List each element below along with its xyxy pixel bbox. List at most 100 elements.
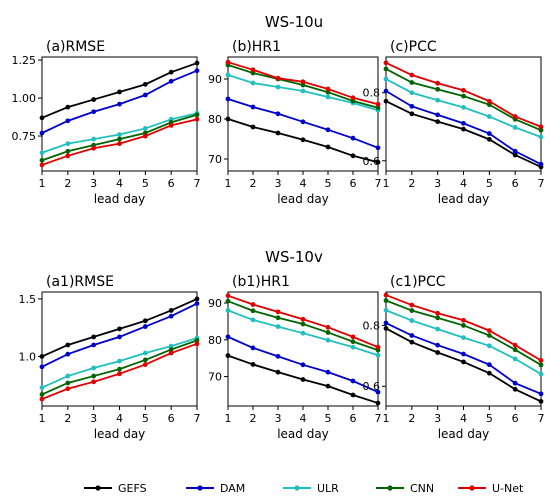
row-title-top: WS-10u [265,13,323,31]
x-tick-label: 7 [194,177,201,190]
data-point [300,330,306,336]
legend-label: U-Net [492,482,524,495]
x-tick-label: 3 [90,177,97,190]
data-point [91,136,97,142]
data-point [91,342,97,348]
legend-marker [294,485,300,491]
x-tick-label: 4 [460,177,467,190]
x-tick-label: 7 [375,177,382,190]
series-group [39,296,200,402]
data-point [142,81,148,87]
legend-label: CNN [410,482,434,495]
y-tick-label: 0.6 [363,155,381,168]
panel-5: (b1)HR1 1 2 3 4 5 6 7 lead day 70 80 90 [208,274,382,441]
data-point [435,342,441,348]
data-point [383,326,389,331]
series-group [383,292,544,404]
data-point [300,88,306,94]
data-point [168,69,174,75]
data-point [409,103,415,109]
x-tick-label: 4 [460,412,467,425]
data-point [325,383,331,389]
x-tick-label: 7 [194,412,201,425]
data-point [409,302,415,308]
data-point [142,324,148,329]
data-point [409,333,415,338]
data-point [375,145,381,151]
data-point [39,150,45,156]
data-point [250,317,256,323]
x-tick-label: 5 [486,177,493,190]
data-point [538,134,544,140]
data-point [383,307,389,313]
data-point [250,104,256,110]
data-point [39,157,45,163]
data-point [383,76,389,82]
data-point [39,162,45,168]
data-point [538,127,544,133]
data-point [142,318,148,324]
y-tick-label: 0.75 [12,130,37,143]
data-point [512,386,518,392]
data-point [250,345,256,351]
panel-title: (b1)HR1 [232,274,290,290]
data-point [383,320,389,326]
y-tick-label: 90 [208,297,222,310]
data-point [142,92,148,98]
data-point [512,148,518,154]
data-point [325,127,331,133]
data-point [461,104,466,110]
x-tick-label: 1 [39,177,46,190]
data-point [325,369,331,375]
y-tick-label: 0.8 [363,87,381,100]
x-tick-label: 3 [434,177,441,190]
data-point [350,153,356,159]
data-point [461,359,466,365]
data-point [300,119,306,125]
data-point [39,115,45,121]
data-point [194,68,200,74]
panel-title: (c)PCC [390,39,437,55]
data-point [375,352,381,358]
data-point [142,362,148,367]
x-axis-label: lead day [438,427,490,441]
data-point [325,330,331,335]
row-title-bottom: WS-10v [265,248,323,266]
data-point [225,334,231,340]
data-point [275,324,281,329]
data-point [250,308,256,314]
data-point [91,379,97,385]
data-point [350,334,356,340]
data-point [225,96,231,102]
x-tick-label: 4 [116,412,123,425]
x-tick-label: 1 [383,177,390,190]
data-point [435,315,441,321]
data-point [383,292,389,298]
data-point [435,112,441,118]
data-point [350,378,356,384]
data-point [435,119,441,125]
data-point [65,118,71,124]
data-point [168,347,174,352]
data-point [486,102,492,108]
data-point [194,337,200,343]
data-point [538,161,544,167]
data-point [65,373,71,379]
data-point [512,380,518,386]
data-point [39,385,45,390]
data-point [117,132,122,137]
data-point [383,298,389,303]
data-point [65,148,71,154]
data-point [91,334,97,340]
x-tick-label: 3 [275,412,282,425]
y-tick-label: 1.00 [12,92,37,105]
data-point [91,97,97,102]
data-point [142,357,148,363]
data-point [250,302,256,307]
data-point [512,125,518,130]
data-point [435,326,441,332]
x-tick-label: 6 [168,177,175,190]
data-point [538,362,544,368]
y-tick-label: 1.25 [12,54,37,67]
